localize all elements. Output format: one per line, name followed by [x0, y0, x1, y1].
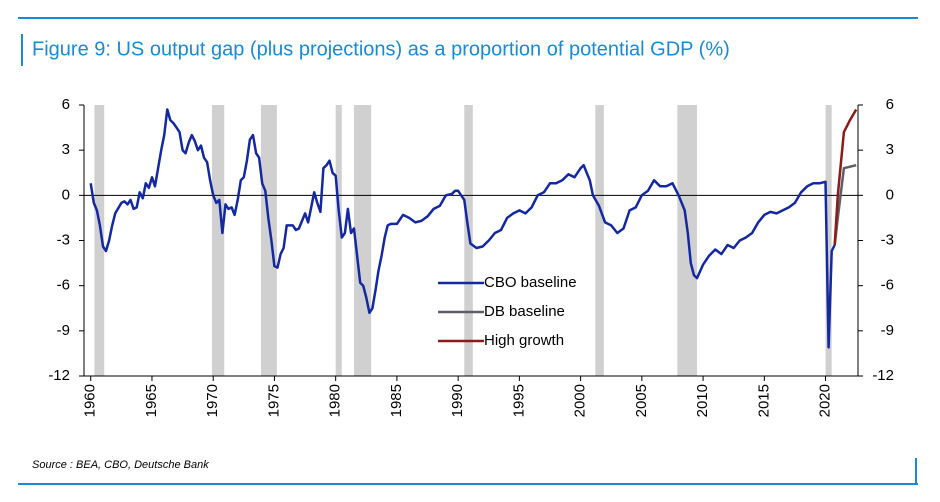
x-tick-label: 1995 [510, 384, 527, 417]
x-tick-label: 1985 [388, 384, 405, 417]
recession-band [94, 105, 105, 376]
y-tick-label: -6 [57, 277, 70, 294]
y2-tick-label: 0 [886, 186, 894, 203]
y2-tick-label: -6 [881, 277, 894, 294]
recession-band [335, 105, 342, 376]
x-tick-label: 2005 [633, 384, 650, 417]
y2-tick-label: 3 [886, 141, 894, 158]
y-tick-label: 6 [62, 96, 70, 113]
recession-band [354, 105, 372, 376]
source: Source : BEA, CBO, Deutsche Bank [32, 459, 209, 471]
y2-tick-label: -3 [881, 231, 894, 248]
x-tick-label: 2020 [817, 384, 834, 417]
y-tick-label: 0 [62, 186, 70, 203]
legend-label: High growth [484, 332, 564, 349]
series-line [833, 108, 858, 246]
recession-band [464, 105, 473, 376]
y2-tick-label: -12 [872, 367, 894, 384]
x-tick-label: 2000 [572, 384, 589, 417]
x-tick-label: 1975 [265, 384, 282, 417]
y-tick-label: -9 [57, 322, 70, 339]
series-line [89, 108, 836, 349]
x-tick-label: 1965 [143, 384, 160, 417]
y-tick-label: -12 [48, 367, 70, 384]
x-tick-label: 1980 [327, 384, 344, 417]
y2-tick-label: -9 [881, 322, 894, 339]
recession-band [260, 105, 277, 376]
x-tick-label: 1970 [204, 384, 221, 417]
y-tick-label: 3 [62, 141, 70, 158]
x-tick-label: 2010 [694, 384, 711, 417]
legend-label: CBO baseline [484, 274, 577, 291]
recession-band [677, 105, 697, 376]
chart-title: Figure 9: US output gap (plus projection… [32, 38, 730, 60]
x-tick-label: 2015 [755, 384, 772, 417]
recession-band [211, 105, 225, 376]
recession-band [595, 105, 604, 376]
y-tick-label: -3 [57, 231, 70, 248]
x-tick-label: 1990 [449, 384, 466, 417]
recession-band [825, 105, 832, 376]
x-tick-label: 1960 [82, 384, 99, 417]
legend-label: DB baseline [484, 303, 565, 320]
y2-tick-label: 6 [886, 96, 894, 113]
